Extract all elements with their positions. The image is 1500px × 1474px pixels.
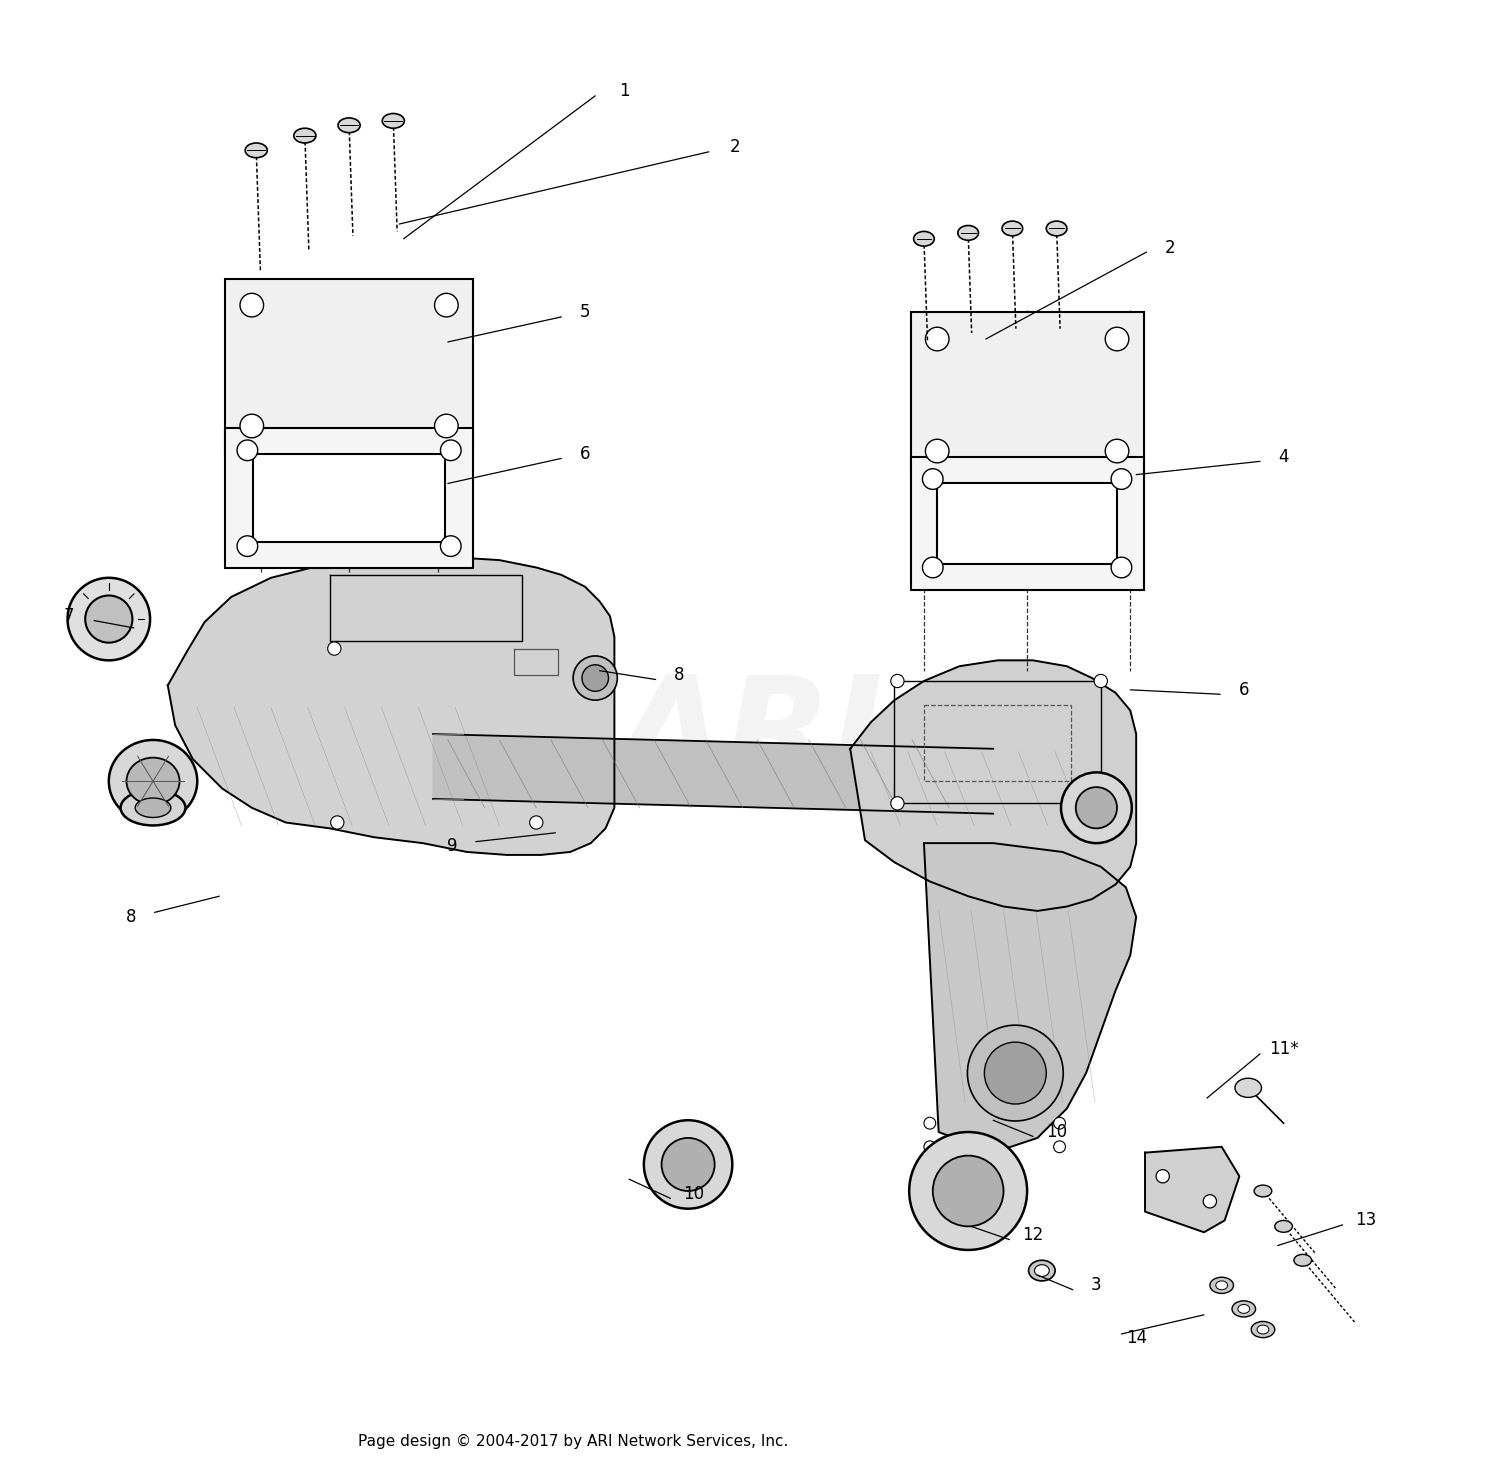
Ellipse shape <box>984 1042 1047 1104</box>
Ellipse shape <box>435 293 457 317</box>
Polygon shape <box>433 734 993 814</box>
Ellipse shape <box>120 790 186 825</box>
Text: 2: 2 <box>1166 239 1176 256</box>
Ellipse shape <box>68 578 150 660</box>
Ellipse shape <box>644 1120 732 1209</box>
Text: 10: 10 <box>1046 1123 1066 1141</box>
Ellipse shape <box>1156 1170 1170 1182</box>
Ellipse shape <box>933 1156 1004 1226</box>
Ellipse shape <box>1203 1194 1216 1207</box>
Ellipse shape <box>662 1138 714 1191</box>
Text: 8: 8 <box>126 908 136 926</box>
Text: 13: 13 <box>1356 1212 1377 1229</box>
Ellipse shape <box>244 143 267 158</box>
Ellipse shape <box>126 758 180 805</box>
Ellipse shape <box>958 226 978 240</box>
Ellipse shape <box>1106 327 1130 351</box>
Ellipse shape <box>530 817 543 830</box>
Ellipse shape <box>441 537 460 557</box>
Text: 1: 1 <box>620 83 630 100</box>
Ellipse shape <box>573 656 618 700</box>
Ellipse shape <box>914 231 934 246</box>
Text: 10: 10 <box>684 1185 705 1203</box>
Ellipse shape <box>135 797 171 818</box>
Polygon shape <box>168 557 615 855</box>
Ellipse shape <box>909 1132 1028 1250</box>
Ellipse shape <box>924 1141 936 1153</box>
Ellipse shape <box>1076 787 1118 828</box>
Text: Page design © 2004-2017 by ARI Network Services, Inc.: Page design © 2004-2017 by ARI Network S… <box>358 1434 789 1449</box>
Text: 9: 9 <box>447 837 458 855</box>
Bar <box>254 454 446 542</box>
Ellipse shape <box>1047 221 1066 236</box>
Text: 6: 6 <box>579 445 590 463</box>
Ellipse shape <box>1112 557 1132 578</box>
Text: 2: 2 <box>730 139 741 156</box>
Ellipse shape <box>922 557 944 578</box>
Ellipse shape <box>237 537 258 557</box>
Ellipse shape <box>1275 1220 1293 1232</box>
Ellipse shape <box>1082 797 1112 818</box>
Text: 12: 12 <box>1023 1226 1044 1244</box>
Polygon shape <box>924 843 1136 1153</box>
Text: 5: 5 <box>579 304 590 321</box>
Ellipse shape <box>968 1026 1064 1120</box>
Ellipse shape <box>327 641 340 654</box>
Ellipse shape <box>330 817 344 830</box>
Text: 14: 14 <box>1125 1330 1148 1347</box>
Bar <box>225 279 472 453</box>
Ellipse shape <box>926 439 950 463</box>
Bar <box>938 483 1118 565</box>
Text: 6: 6 <box>1239 681 1250 699</box>
Text: 7: 7 <box>64 607 75 625</box>
Ellipse shape <box>1053 1117 1065 1129</box>
Ellipse shape <box>240 414 264 438</box>
Ellipse shape <box>1254 1185 1272 1197</box>
Ellipse shape <box>1216 1281 1227 1290</box>
Ellipse shape <box>1257 1325 1269 1334</box>
Ellipse shape <box>382 113 405 128</box>
Ellipse shape <box>1251 1322 1275 1338</box>
Ellipse shape <box>1112 469 1132 489</box>
Ellipse shape <box>1070 790 1124 825</box>
Ellipse shape <box>1210 1276 1233 1294</box>
Bar <box>910 312 1143 478</box>
Polygon shape <box>850 660 1136 911</box>
Ellipse shape <box>1238 1304 1250 1313</box>
Ellipse shape <box>1094 675 1107 687</box>
Ellipse shape <box>240 293 264 317</box>
Text: 8: 8 <box>674 666 684 684</box>
Ellipse shape <box>891 675 904 687</box>
Ellipse shape <box>891 796 904 811</box>
Bar <box>910 457 1143 590</box>
Ellipse shape <box>237 441 258 461</box>
Ellipse shape <box>435 414 457 438</box>
Ellipse shape <box>1035 1265 1048 1276</box>
Ellipse shape <box>338 118 360 133</box>
Ellipse shape <box>926 327 950 351</box>
Ellipse shape <box>1002 221 1023 236</box>
Ellipse shape <box>110 740 196 822</box>
Text: 3: 3 <box>1090 1276 1101 1294</box>
Ellipse shape <box>582 665 609 691</box>
Text: 4: 4 <box>1278 448 1288 466</box>
Ellipse shape <box>441 441 460 461</box>
Ellipse shape <box>1294 1254 1311 1266</box>
Ellipse shape <box>924 1117 936 1129</box>
Ellipse shape <box>1094 796 1107 811</box>
Ellipse shape <box>1232 1302 1256 1318</box>
Text: ARI: ARI <box>616 669 884 805</box>
Bar <box>225 429 472 569</box>
Text: 11*: 11* <box>1269 1041 1299 1058</box>
Ellipse shape <box>1106 439 1130 463</box>
Ellipse shape <box>922 469 944 489</box>
Ellipse shape <box>1234 1079 1262 1097</box>
Ellipse shape <box>1029 1260 1054 1281</box>
Ellipse shape <box>1053 1141 1065 1153</box>
Ellipse shape <box>86 595 132 643</box>
Polygon shape <box>1144 1147 1239 1232</box>
Ellipse shape <box>294 128 316 143</box>
Ellipse shape <box>1060 772 1132 843</box>
